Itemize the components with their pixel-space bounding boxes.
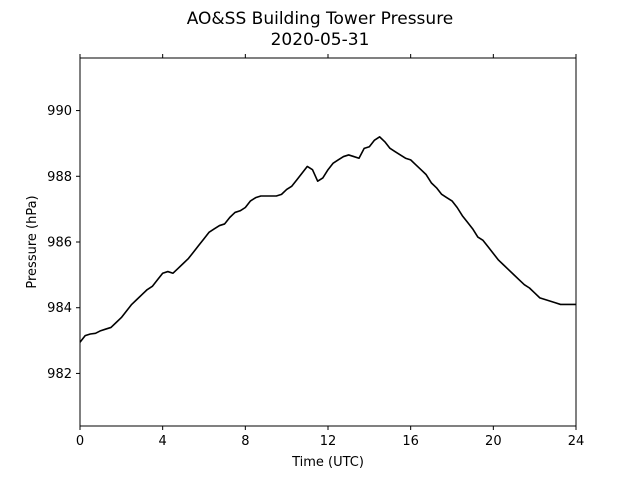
x-tick-label: 0 — [76, 434, 84, 449]
y-tick-label: 982 — [47, 367, 72, 382]
y-tick-label: 988 — [47, 170, 72, 185]
pressure-series-line — [79, 136, 576, 343]
plot-frame — [79, 57, 577, 427]
y-axis-label: Pressure (hPa) — [25, 195, 40, 288]
x-tick-label: 24 — [568, 434, 585, 449]
y-tick-label: 984 — [47, 301, 72, 316]
x-tick-label: 12 — [320, 434, 337, 449]
x-axis-label: Time (UTC) — [291, 455, 364, 470]
y-tick-label: 986 — [47, 236, 72, 251]
x-axis: 0 4 8 12 16 20 24 — [76, 54, 584, 449]
x-tick-label: 4 — [159, 434, 167, 449]
chart-title: AO&SS Building Tower Pressure — [187, 9, 454, 29]
chart-subtitle: 2020-05-31 — [271, 30, 370, 50]
x-tick-label: 20 — [485, 434, 502, 449]
plot-area: 0 4 8 12 16 20 24 982 984 986 988 990 — [47, 54, 584, 449]
x-tick-label: 16 — [402, 434, 419, 449]
y-tick-label: 990 — [47, 104, 72, 119]
x-tick-label: 8 — [241, 434, 249, 449]
y-axis: 982 984 986 988 990 — [47, 104, 80, 382]
